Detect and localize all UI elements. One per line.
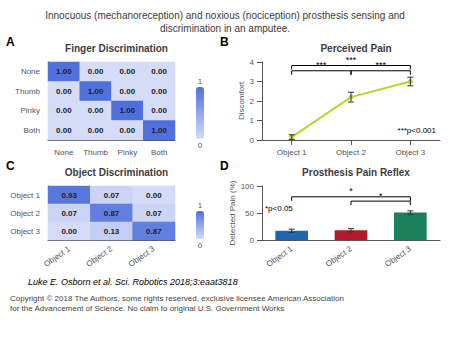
svg-text:***: *** [346,55,357,65]
svg-text:*: * [349,186,353,196]
svg-text:1.00: 1.00 [151,126,167,135]
svg-text:0.87: 0.87 [146,227,162,236]
svg-text:Object 2: Object 2 [324,244,354,269]
svg-text:0.00: 0.00 [56,106,72,115]
svg-text:0.00: 0.00 [120,126,136,135]
svg-text:0.00: 0.00 [88,67,104,76]
svg-text:Detected Pain (%): Detected Pain (%) [228,180,237,245]
svg-text:0.00: 0.00 [151,106,167,115]
svg-text:0.00: 0.00 [56,126,72,135]
svg-text:Pinky: Pinky [118,148,138,157]
svg-text:Discomfort: Discomfort [237,81,246,120]
svg-text:1: 1 [198,201,203,210]
svg-text:0.07: 0.07 [104,191,120,200]
svg-text:Object 3: Object 3 [383,244,413,269]
svg-text:1: 1 [198,77,203,86]
svg-text:Thumb: Thumb [15,87,40,96]
svg-text:Object Discrimination: Object Discrimination [65,167,168,178]
svg-text:0.00: 0.00 [56,87,72,96]
svg-text:B: B [220,35,229,49]
svg-text:Finger Discrimination: Finger Discrimination [65,43,168,54]
svg-text:D: D [220,159,229,173]
svg-text:None: None [54,148,74,157]
svg-text:Both: Both [24,126,40,135]
svg-text:0.00: 0.00 [88,126,104,135]
svg-text:None: None [21,67,41,76]
svg-text:100: 100 [241,182,255,191]
svg-text:0.07: 0.07 [146,209,162,218]
svg-text:C: C [6,159,15,173]
svg-text:Perceived Pain: Perceived Pain [320,43,391,54]
svg-text:Object 1: Object 1 [10,191,40,200]
svg-text:0.07: 0.07 [61,209,77,218]
svg-text:***p<0.001: ***p<0.001 [398,126,437,135]
svg-text:Object 2: Object 2 [85,244,115,269]
svg-text:0: 0 [198,241,203,250]
svg-text:Object 2: Object 2 [336,148,366,157]
svg-text:discrimination in an amputee.: discrimination in an amputee. [160,23,290,34]
svg-text:Both: Both [151,148,167,157]
svg-text:0.13: 0.13 [104,227,120,236]
svg-text:Object 2: Object 2 [10,209,40,218]
svg-text:3: 3 [250,77,255,86]
svg-text:Copyright © 2018 The Authors,: Copyright © 2018 The Authors, some right… [10,294,344,303]
svg-text:1.00: 1.00 [56,67,72,76]
svg-text:1: 1 [250,116,255,125]
svg-text:1.00: 1.00 [88,87,104,96]
svg-text:0: 0 [250,136,255,145]
svg-text:Innocuous (mechanoreception) a: Innocuous (mechanoreception) and noxious… [45,10,405,21]
svg-text:Object 3: Object 3 [127,244,157,269]
svg-text:Object 1: Object 1 [277,148,307,157]
svg-text:0.00: 0.00 [146,191,162,200]
svg-text:4: 4 [250,58,255,67]
svg-text:50: 50 [245,209,254,218]
svg-text:Luke E. Osborn et al. Sci. Rob: Luke E. Osborn et al. Sci. Robotics 2018… [28,277,238,287]
svg-text:Prosthesis Pain Reflex: Prosthesis Pain Reflex [302,167,410,178]
svg-text:0.87: 0.87 [104,209,120,218]
svg-text:Pinky: Pinky [20,106,40,115]
svg-text:0.93: 0.93 [61,191,77,200]
svg-text:A: A [6,35,15,49]
svg-text:0.00: 0.00 [151,87,167,96]
svg-text:Object 1: Object 1 [265,244,295,269]
svg-text:0.00: 0.00 [120,87,136,96]
svg-text:0.00: 0.00 [151,67,167,76]
svg-text:0.00: 0.00 [88,106,104,115]
svg-text:Object 1: Object 1 [42,244,72,269]
svg-text:*: * [379,191,383,201]
svg-text:0.00: 0.00 [61,227,77,236]
svg-text:1.00: 1.00 [120,106,136,115]
svg-text:for the Advancement of Science: for the Advancement of Science. No claim… [10,304,284,313]
svg-text:*p<0.05: *p<0.05 [265,204,293,213]
svg-text:Object 3: Object 3 [10,227,40,236]
svg-text:Object 3: Object 3 [395,148,425,157]
svg-text:0: 0 [250,236,255,245]
svg-text:0.00: 0.00 [120,67,136,76]
svg-text:Thumb: Thumb [83,148,108,157]
svg-text:2: 2 [250,97,255,106]
svg-text:0: 0 [198,141,203,150]
